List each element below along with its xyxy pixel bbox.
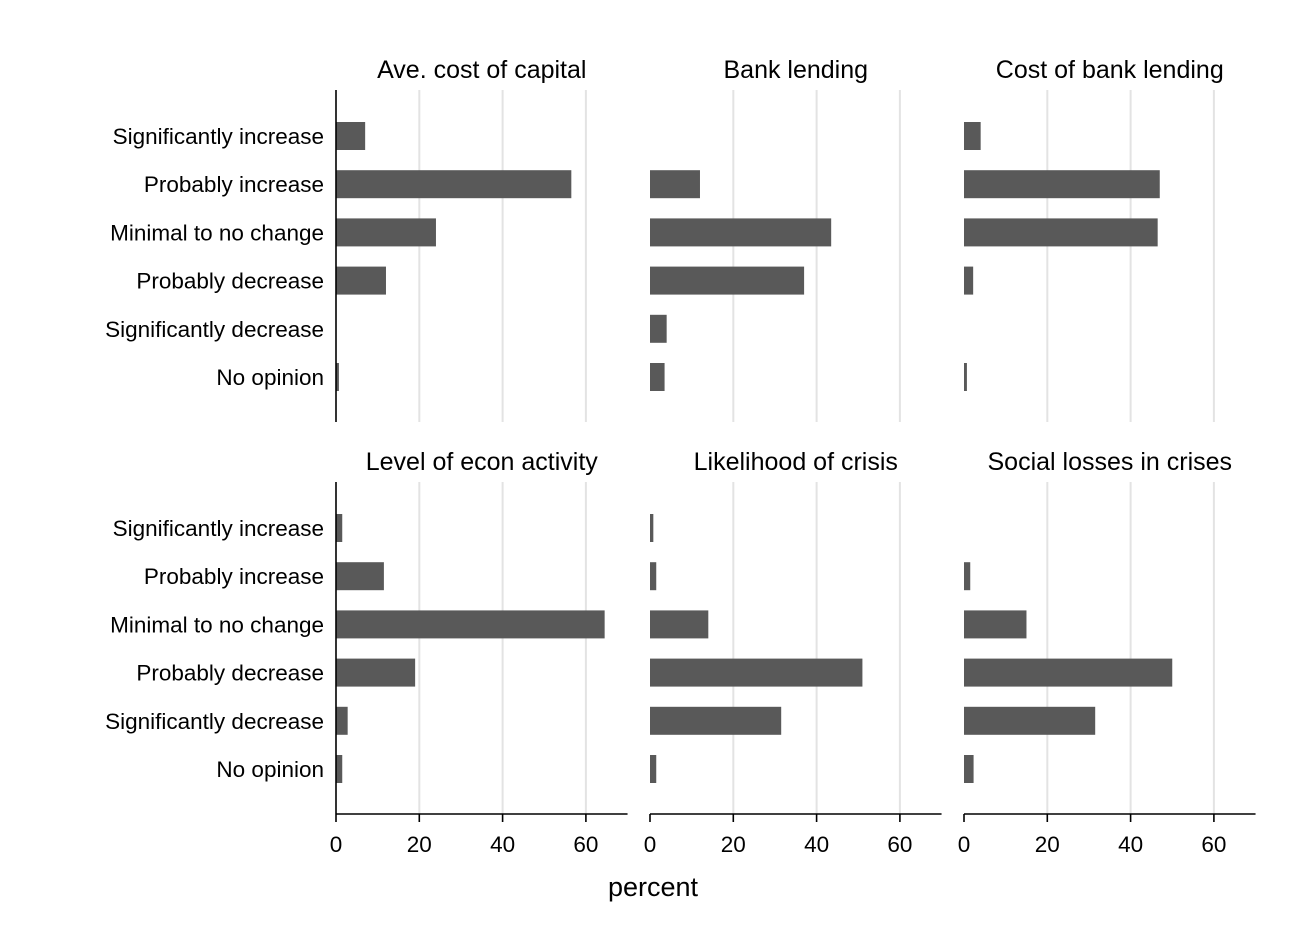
panel-title: Cost of bank lending: [996, 56, 1224, 84]
category-label: Probably decrease: [136, 661, 324, 686]
panel-4: [336, 482, 605, 814]
bar: [964, 755, 974, 783]
category-label: Significantly decrease: [105, 709, 324, 734]
bar: [336, 218, 436, 246]
bar: [964, 363, 967, 391]
panel-title: Level of econ activity: [366, 448, 599, 476]
panel-6: [964, 482, 1214, 814]
bar: [336, 562, 384, 590]
bar: [964, 562, 970, 590]
bar: [336, 659, 415, 687]
panel-5: [650, 482, 900, 814]
panel-2: [650, 90, 900, 422]
x-tick-label: 20: [1035, 832, 1060, 857]
bar: [336, 122, 365, 150]
panel-title: Ave. cost of capital: [377, 56, 586, 84]
bar: [336, 610, 605, 638]
category-label: No opinion: [216, 365, 324, 390]
panel-title: Social losses in crises: [988, 448, 1233, 476]
x-tick-label: 40: [1118, 832, 1143, 857]
x-tick-label: 20: [721, 832, 746, 857]
x-tick-label: 60: [1201, 832, 1226, 857]
x-tick-label: 20: [407, 832, 432, 857]
bar: [650, 363, 665, 391]
x-tick-label: 0: [644, 832, 657, 857]
panel-3: [964, 90, 1214, 422]
category-label: Minimal to no change: [110, 220, 324, 245]
bar: [650, 514, 653, 542]
bar: [964, 610, 1026, 638]
panel-title: Bank lending: [723, 56, 868, 84]
category-label: No opinion: [216, 757, 324, 782]
x-tick-label: 40: [490, 832, 515, 857]
bar: [650, 755, 656, 783]
bar: [336, 170, 571, 198]
bar: [964, 218, 1158, 246]
bar: [964, 267, 973, 295]
bar: [336, 514, 342, 542]
bar: [336, 267, 386, 295]
panel-title: Likelihood of crisis: [694, 448, 898, 476]
category-label: Probably increase: [144, 172, 324, 197]
bar: [964, 170, 1160, 198]
bar: [336, 755, 342, 783]
category-label: Significantly increase: [113, 516, 324, 541]
category-label: Probably decrease: [136, 269, 324, 294]
category-label: Probably increase: [144, 564, 324, 589]
category-label: Significantly decrease: [105, 317, 324, 342]
bar: [964, 659, 1172, 687]
category-label: Significantly increase: [113, 124, 324, 149]
x-tick-label: 0: [330, 832, 343, 857]
bar: [336, 707, 348, 735]
bar: [650, 267, 804, 295]
bar: [650, 170, 700, 198]
bar: [650, 610, 708, 638]
bar: [650, 218, 831, 246]
bar: [650, 659, 862, 687]
bar: [964, 122, 981, 150]
panel-1: [336, 90, 586, 422]
bar: [964, 707, 1095, 735]
category-label: Minimal to no change: [110, 612, 324, 637]
x-axis-title: percent: [608, 872, 699, 902]
x-tick-label: 60: [573, 832, 598, 857]
x-tick-label: 0: [958, 832, 971, 857]
bar: [650, 315, 667, 343]
x-tick-label: 60: [887, 832, 912, 857]
x-tick-label: 40: [804, 832, 829, 857]
bar: [650, 562, 656, 590]
bar: [650, 707, 781, 735]
